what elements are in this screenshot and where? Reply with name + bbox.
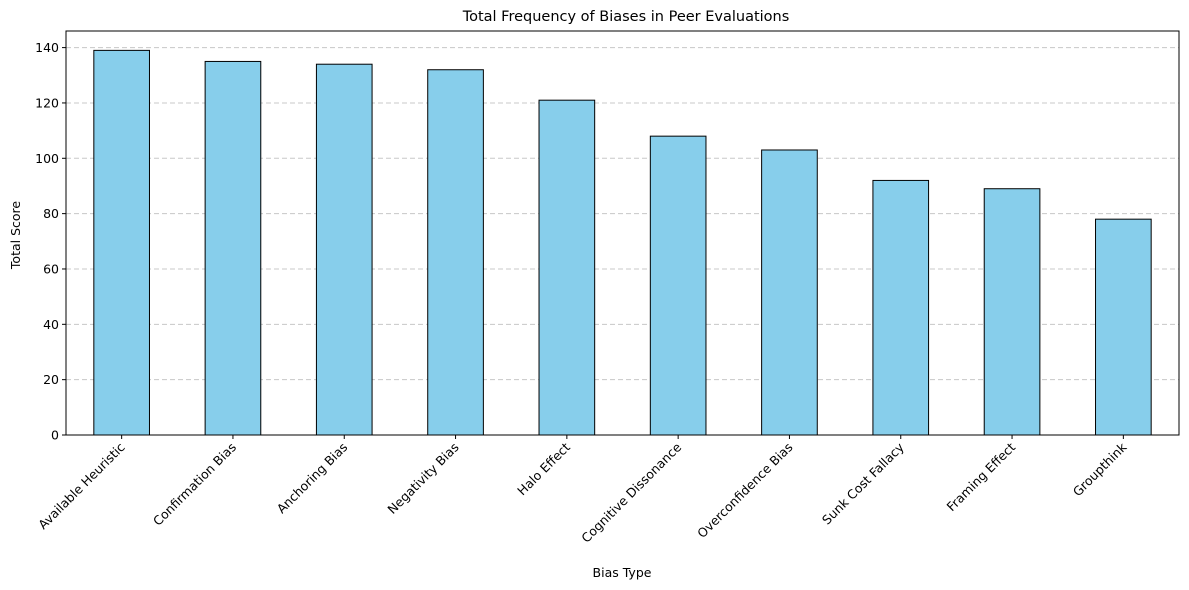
bars xyxy=(93,49,1152,436)
y-tick-label: 80 xyxy=(43,206,59,221)
bar xyxy=(427,69,484,436)
x-tick-label: Confirmation Bias xyxy=(150,440,239,529)
y-tick-label: 20 xyxy=(43,372,59,387)
x-tick-label: Halo Effect xyxy=(514,439,573,498)
chart-title: Total Frequency of Biases in Peer Evalua… xyxy=(462,9,790,25)
bar xyxy=(1095,218,1152,436)
y-tick-label: 120 xyxy=(35,95,59,110)
y-tick-label: 100 xyxy=(35,151,59,166)
x-axis-ticks: Available Heuristic Confirmation Bias Anch… xyxy=(35,435,1130,546)
plot-frame xyxy=(65,30,1180,436)
y-axis-label: Total Score xyxy=(8,201,23,270)
bar xyxy=(649,135,707,436)
bar xyxy=(93,49,150,436)
x-tick-label: Framing Effect xyxy=(944,439,1019,514)
bar xyxy=(983,188,1041,436)
x-axis-label: Bias Type xyxy=(593,565,652,580)
x-tick-label: Overconfidence Bias xyxy=(694,440,795,541)
x-tick-label: Sunk Cost Fallacy xyxy=(819,439,907,527)
x-tick-label: Cognitive Dissonance xyxy=(578,439,684,545)
x-tick-label: Negativity Bias xyxy=(384,440,461,517)
x-tick-label: Available Heuristic xyxy=(35,439,128,532)
x-tick-label: Anchoring Bias xyxy=(274,440,351,517)
bar xyxy=(315,63,373,436)
y-axis-ticks: 0 20 40 60 80 100 120 140 xyxy=(35,40,66,443)
bar xyxy=(538,99,596,436)
y-tick-label: 140 xyxy=(35,40,59,55)
y-tick-label: 60 xyxy=(43,261,59,276)
x-tick-label: Groupthink xyxy=(1070,439,1130,499)
y-tick-label: 0 xyxy=(51,428,59,443)
y-tick-label: 40 xyxy=(43,317,59,332)
bar xyxy=(761,149,818,436)
bar xyxy=(872,179,930,436)
bar xyxy=(204,60,262,436)
